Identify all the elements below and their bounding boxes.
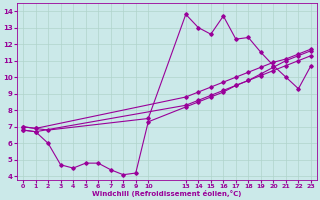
X-axis label: Windchill (Refroidissement éolien,°C): Windchill (Refroidissement éolien,°C) [92, 190, 242, 197]
